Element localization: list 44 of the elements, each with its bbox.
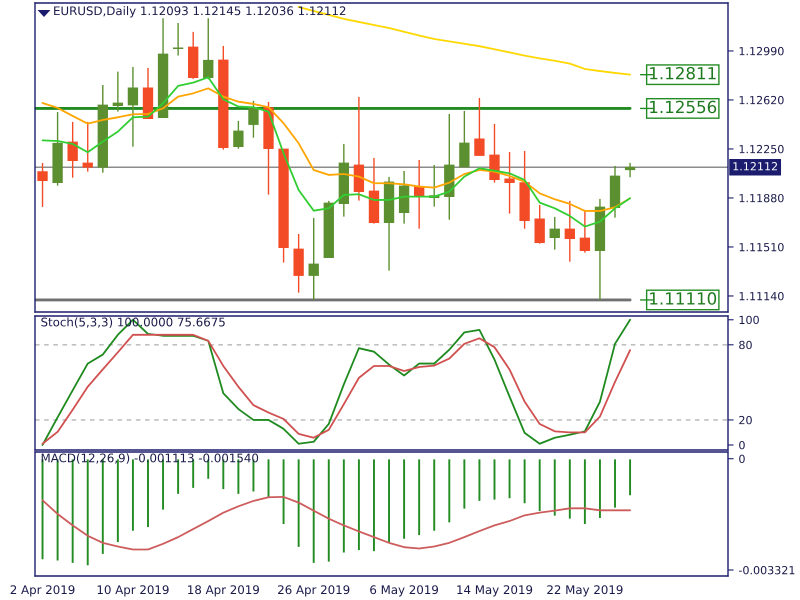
- y-tick-label: 0: [739, 454, 745, 464]
- chart-title: MACD(12,26,9) -0.001113 -0.001540: [42, 453, 258, 464]
- y-tick-label: -0.003321: [738, 566, 794, 574]
- x-tick-label: 10 Apr 2019: [98, 585, 169, 596]
- y-tick-label: 1.12250: [740, 144, 784, 154]
- y-tick-label: 1.11880: [740, 194, 784, 202]
- x-tick-label: 2 Apr 2019: [10, 585, 74, 596]
- y-tick-label: 20: [739, 416, 752, 424]
- candlestick: [534, 204, 545, 244]
- ref-line-label: 1.12112: [733, 162, 777, 170]
- y-tick-label: 0: [739, 440, 745, 450]
- y-tick-label: 1.11510: [740, 242, 784, 252]
- y-tick-label: 1.11140: [740, 292, 784, 300]
- candlestick: [112, 70, 124, 112]
- candlestick: [67, 121, 78, 178]
- candlestick: [504, 151, 515, 214]
- x-tick-label: 6 May 2019: [370, 585, 438, 596]
- candlestick: [550, 216, 560, 250]
- candlestick: [474, 97, 485, 156]
- y-tick-label: 1.12990: [740, 46, 784, 56]
- candlestick: [128, 66, 138, 148]
- y-tick-label: 1.12620: [740, 96, 784, 104]
- ref-line-label: 1.12556: [650, 100, 716, 114]
- candlestick: [248, 100, 259, 138]
- y-tick-label: 100: [740, 316, 759, 324]
- x-tick-label: 14 May 2019: [457, 585, 532, 596]
- line-series: [42, 496, 631, 550]
- candlestick: [564, 200, 575, 262]
- x-tick-label: 22 May 2019: [547, 585, 623, 596]
- candlestick: [37, 162, 48, 208]
- candlestick: [233, 120, 244, 150]
- data-label: 1.12811: [650, 66, 716, 80]
- candlestick: [580, 209, 590, 254]
- y-tick-label: 80: [739, 340, 752, 350]
- ref-line-label: 1.11110: [650, 292, 716, 305]
- candlestick: [172, 22, 184, 56]
- candlestick: [82, 121, 93, 172]
- candlestick: [624, 162, 636, 178]
- candlestick: [459, 110, 470, 168]
- line-series: [298, 6, 631, 76]
- x-tick-label: 26 Apr 2019: [278, 585, 350, 596]
- candlestick: [308, 217, 319, 301]
- candlestick: [203, 18, 214, 80]
- x-tick-label: 18 Apr 2019: [188, 585, 259, 596]
